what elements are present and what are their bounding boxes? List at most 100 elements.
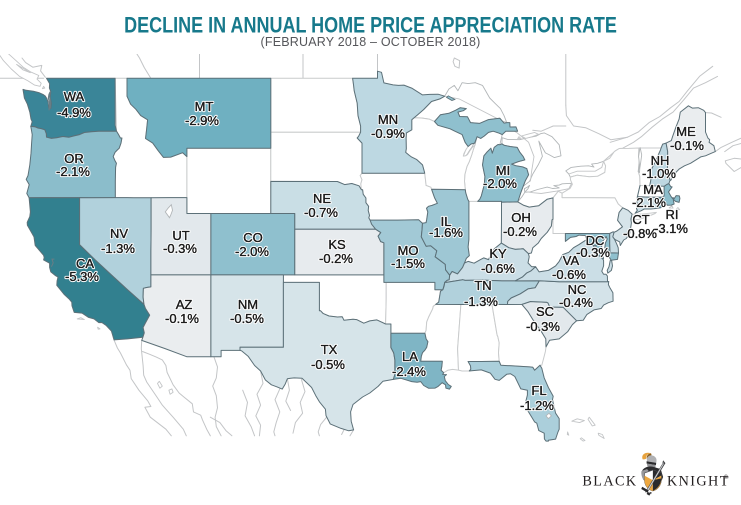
svg-text:-0.5%: -0.5%: [311, 357, 345, 372]
svg-text:-2.1%: -2.1%: [632, 195, 666, 210]
svg-text:MT: MT: [195, 99, 214, 114]
svg-text:-2.4%: -2.4%: [392, 364, 426, 379]
svg-text:IL: IL: [441, 214, 452, 229]
svg-text:-2.1%: -2.1%: [56, 164, 90, 179]
svg-text:-2.9%: -2.9%: [185, 113, 219, 128]
svg-text:-0.6%: -0.6%: [481, 261, 515, 276]
svg-text:IL: IL: [441, 214, 452, 229]
svg-text:-1.5%: -1.5%: [391, 256, 425, 271]
svg-text:WA: WA: [64, 89, 85, 104]
svg-text:ME: ME: [676, 124, 696, 139]
svg-text:-3.1%: -3.1%: [654, 221, 688, 236]
svg-text:OH: OH: [511, 210, 531, 225]
svg-text:LA: LA: [402, 349, 418, 364]
svg-text:-0.1%: -0.1%: [670, 138, 704, 153]
svg-text:-2.0%: -2.0%: [235, 244, 269, 259]
svg-text:NH: NH: [651, 153, 670, 168]
svg-text:-1.3%: -1.3%: [101, 241, 135, 256]
svg-text:NV: NV: [110, 226, 128, 241]
svg-text:®: ®: [724, 474, 729, 481]
svg-text:VA: VA: [563, 253, 580, 268]
svg-text:FL: FL: [531, 383, 546, 398]
svg-text:NM: NM: [238, 297, 258, 312]
svg-text:-1.5%: -1.5%: [391, 256, 425, 271]
svg-text:-1.0%: -1.0%: [642, 166, 676, 181]
svg-text:MA: MA: [643, 182, 663, 197]
svg-text:NC: NC: [568, 282, 587, 297]
svg-text:NH: NH: [651, 153, 670, 168]
svg-text:AZ: AZ: [176, 297, 193, 312]
svg-text:-1.0%: -1.0%: [642, 166, 676, 181]
svg-text:LA: LA: [402, 349, 418, 364]
svg-text:KS: KS: [328, 237, 346, 252]
svg-text:-0.3%: -0.3%: [163, 241, 197, 256]
svg-text:KY: KY: [489, 246, 507, 261]
svg-text:-0.8%: -0.8%: [623, 226, 657, 241]
svg-text:DC: DC: [586, 233, 605, 248]
svg-text:NE: NE: [313, 191, 331, 206]
svg-text:-0.3%: -0.3%: [576, 245, 610, 260]
svg-text:-0.5%: -0.5%: [311, 357, 345, 372]
svg-text:NV: NV: [110, 226, 128, 241]
svg-text:-4.9%: -4.9%: [57, 105, 91, 120]
svg-text:-2.0%: -2.0%: [483, 176, 517, 191]
svg-text:-2.0%: -2.0%: [235, 244, 269, 259]
svg-text:-5.3%: -5.3%: [65, 269, 99, 284]
svg-text:ME: ME: [676, 124, 696, 139]
svg-text:UT: UT: [172, 228, 189, 243]
svg-text:-3.1%: -3.1%: [654, 221, 688, 236]
svg-text:MO: MO: [398, 243, 419, 258]
svg-text:-0.5%: -0.5%: [230, 311, 264, 326]
svg-text:MT: MT: [195, 99, 214, 114]
svg-text:-0.1%: -0.1%: [165, 311, 199, 326]
svg-text:NC: NC: [568, 282, 587, 297]
svg-text:MA: MA: [643, 182, 663, 197]
svg-text:CT: CT: [632, 212, 649, 227]
svg-text:-4.9%: -4.9%: [57, 105, 91, 120]
svg-text:RI: RI: [666, 207, 679, 222]
svg-text:-0.6%: -0.6%: [552, 267, 586, 282]
svg-text:-1.3%: -1.3%: [464, 294, 498, 309]
svg-text:-2.1%: -2.1%: [56, 164, 90, 179]
svg-text:-0.3%: -0.3%: [526, 319, 560, 334]
svg-text:-1.3%: -1.3%: [101, 241, 135, 256]
svg-text:OR: OR: [64, 151, 84, 166]
svg-text:WA: WA: [64, 89, 85, 104]
svg-text:KNIGHT: KNIGHT: [667, 474, 730, 490]
svg-text:-2.1%: -2.1%: [632, 195, 666, 210]
svg-text:-0.2%: -0.2%: [319, 251, 353, 266]
svg-text:-0.3%: -0.3%: [526, 319, 560, 334]
svg-text:CA: CA: [76, 256, 94, 271]
svg-text:CT: CT: [632, 212, 649, 227]
svg-text:CA: CA: [76, 256, 94, 271]
svg-text:-2.4%: -2.4%: [392, 364, 426, 379]
svg-text:-0.3%: -0.3%: [163, 241, 197, 256]
svg-text:-2.0%: -2.0%: [483, 176, 517, 191]
svg-text:-1.2%: -1.2%: [520, 398, 554, 413]
svg-text:-0.1%: -0.1%: [670, 138, 704, 153]
svg-text:MN: MN: [378, 112, 398, 127]
svg-text:KY: KY: [489, 246, 507, 261]
svg-text:NE: NE: [313, 191, 331, 206]
svg-text:-0.4%: -0.4%: [559, 295, 593, 310]
svg-text:-0.6%: -0.6%: [552, 267, 586, 282]
svg-text:MO: MO: [398, 243, 419, 258]
svg-text:-0.6%: -0.6%: [481, 261, 515, 276]
svg-text:MI: MI: [496, 163, 510, 178]
svg-text:-0.7%: -0.7%: [304, 205, 338, 220]
svg-text:-0.3%: -0.3%: [576, 245, 610, 260]
svg-text:OR: OR: [64, 151, 84, 166]
svg-text:OH: OH: [511, 210, 531, 225]
svg-text:-0.1%: -0.1%: [165, 311, 199, 326]
svg-text:AZ: AZ: [176, 297, 193, 312]
svg-text:-0.7%: -0.7%: [304, 205, 338, 220]
svg-text:-1.3%: -1.3%: [464, 294, 498, 309]
svg-text:-1.6%: -1.6%: [429, 225, 463, 240]
svg-text:-0.9%: -0.9%: [371, 126, 405, 141]
svg-text:NM: NM: [238, 297, 258, 312]
svg-text:VA: VA: [563, 253, 580, 268]
svg-text:SC: SC: [536, 304, 554, 319]
svg-text:FL: FL: [531, 383, 546, 398]
svg-text:UT: UT: [172, 228, 189, 243]
svg-text:-0.2%: -0.2%: [503, 224, 537, 239]
